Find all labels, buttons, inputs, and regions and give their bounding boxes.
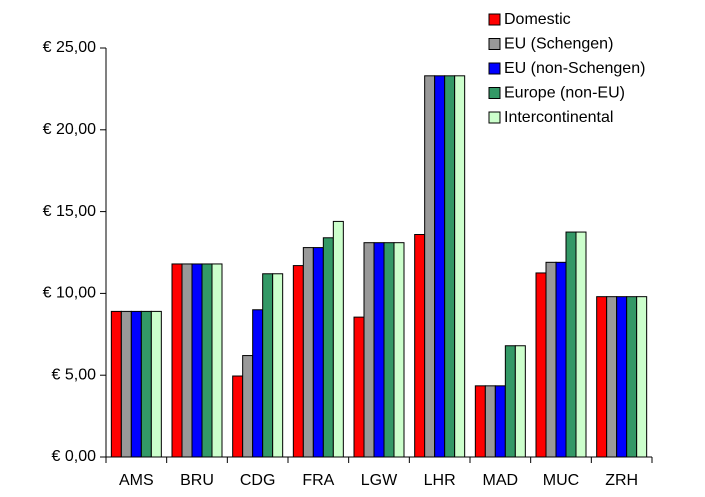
bar bbox=[636, 296, 648, 458]
bar bbox=[232, 375, 244, 458]
bar bbox=[444, 75, 456, 458]
legend-label: EU (non-Schengen) bbox=[504, 60, 645, 77]
x-tick-label: BRU bbox=[180, 472, 214, 489]
bar bbox=[201, 263, 213, 458]
y-tick-label: € 25,00 bbox=[43, 39, 96, 56]
bar bbox=[575, 231, 587, 458]
bar bbox=[120, 310, 132, 458]
bar bbox=[545, 261, 557, 458]
y-tick-label: € 10,00 bbox=[43, 285, 96, 302]
bar bbox=[130, 310, 142, 458]
bar bbox=[262, 273, 274, 458]
bar bbox=[322, 237, 334, 458]
x-tick-label: MUC bbox=[543, 472, 579, 489]
y-tick-label: € 0,00 bbox=[52, 448, 97, 465]
legend-label: Europe (non-EU) bbox=[504, 85, 625, 102]
legend-swatch bbox=[488, 38, 501, 50]
bar bbox=[191, 263, 203, 458]
x-tick-label: AMS bbox=[119, 472, 154, 489]
bar bbox=[373, 242, 385, 458]
bar bbox=[414, 234, 426, 458]
x-tick-label: LHR bbox=[424, 472, 456, 489]
bar bbox=[302, 247, 314, 458]
bar bbox=[555, 261, 567, 458]
x-tick-label: CDG bbox=[240, 472, 276, 489]
bar bbox=[434, 75, 446, 458]
legend-label: EU (Schengen) bbox=[504, 36, 613, 53]
bar bbox=[424, 75, 436, 458]
bar bbox=[514, 345, 526, 458]
bar bbox=[252, 309, 264, 458]
bar bbox=[596, 296, 608, 458]
bar bbox=[565, 231, 577, 458]
bar bbox=[606, 296, 618, 458]
x-tick-label: LGW bbox=[361, 472, 398, 489]
legend-label: Intercontinental bbox=[504, 109, 613, 126]
legend-swatch bbox=[488, 111, 501, 124]
bar bbox=[292, 265, 304, 458]
legend-swatch bbox=[488, 87, 501, 99]
bar bbox=[535, 272, 547, 458]
y-tick-label: € 15,00 bbox=[43, 203, 96, 220]
bar bbox=[211, 263, 223, 458]
legend-swatch bbox=[488, 62, 501, 75]
bar bbox=[110, 310, 122, 458]
bar bbox=[272, 273, 284, 458]
bar bbox=[454, 75, 466, 458]
bar bbox=[484, 385, 496, 458]
bar bbox=[393, 242, 405, 458]
x-tick-label: ZRH bbox=[605, 472, 638, 489]
bar bbox=[181, 263, 193, 458]
bar bbox=[363, 242, 375, 458]
bar bbox=[626, 296, 638, 458]
bar bbox=[140, 310, 152, 458]
bar bbox=[242, 355, 254, 458]
bar bbox=[171, 263, 183, 458]
bar bbox=[504, 345, 516, 458]
x-tick-label: MAD bbox=[483, 472, 519, 489]
legend-swatch bbox=[488, 13, 501, 26]
bar bbox=[150, 310, 162, 458]
legend-label: Domestic bbox=[504, 11, 571, 28]
bar bbox=[383, 242, 395, 458]
bar bbox=[494, 385, 506, 458]
bar bbox=[332, 220, 344, 458]
x-tick-label: FRA bbox=[302, 472, 334, 489]
bar bbox=[312, 247, 324, 458]
bar bbox=[353, 316, 365, 458]
y-tick-label: € 5,00 bbox=[52, 366, 97, 383]
y-tick-label: € 20,00 bbox=[43, 121, 96, 138]
bar bbox=[474, 385, 486, 458]
bar bbox=[616, 296, 628, 458]
